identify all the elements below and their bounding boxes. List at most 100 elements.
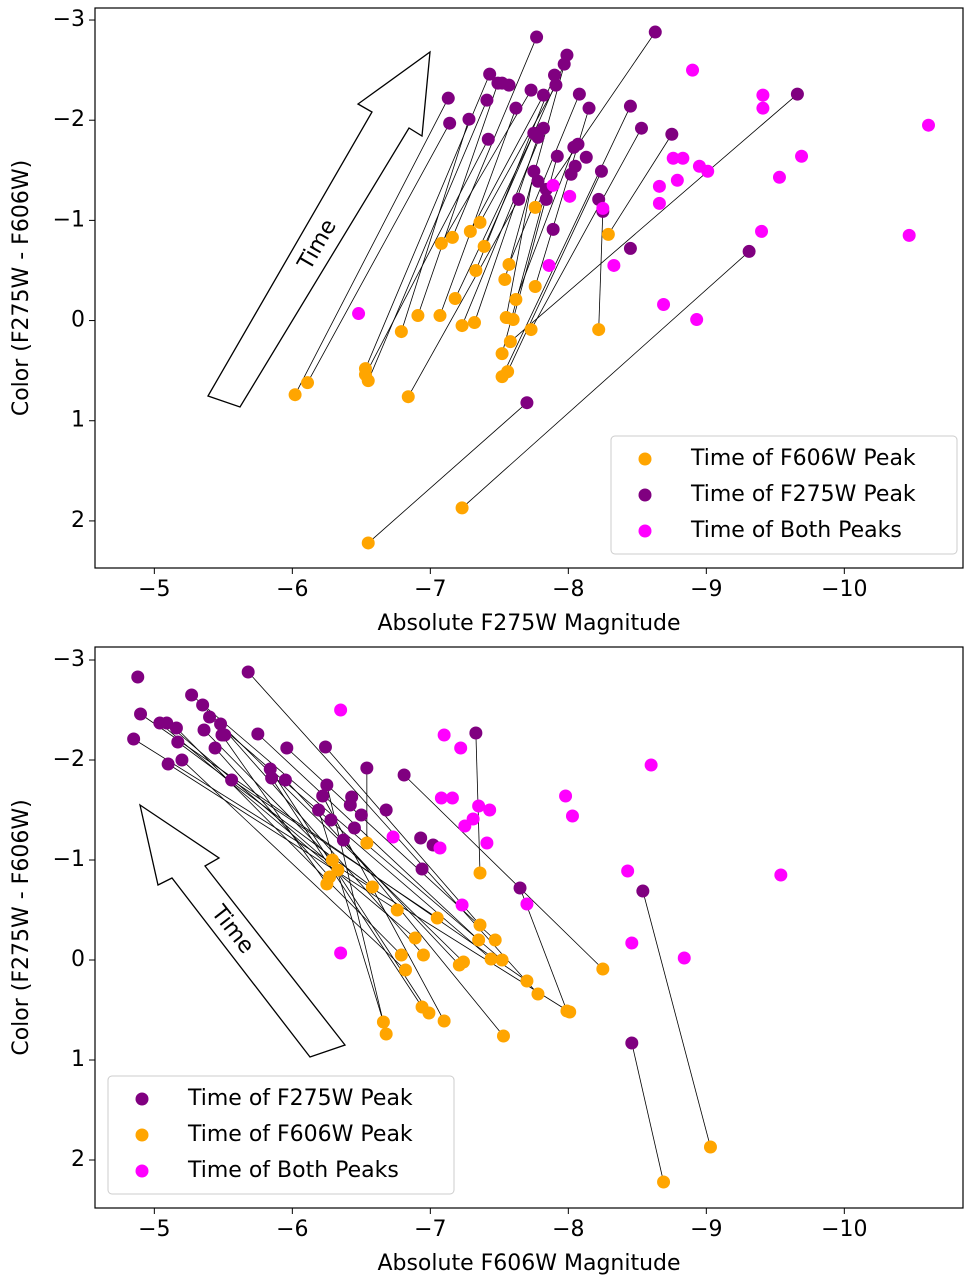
track-line (133, 738, 570, 1013)
track-line (191, 694, 503, 961)
x-axis-label: Absolute F275W Magnitude (377, 611, 680, 636)
track-line (326, 784, 387, 1035)
track-line (534, 108, 590, 287)
point (455, 319, 469, 333)
track-line (452, 36, 537, 238)
y-tick-label: −2 (53, 747, 85, 772)
point (376, 1015, 390, 1029)
point (509, 101, 523, 115)
track-line (209, 716, 492, 960)
point (437, 1014, 451, 1028)
point (756, 101, 770, 115)
point (280, 741, 294, 755)
point (241, 665, 255, 679)
point (530, 30, 544, 44)
point (225, 773, 239, 787)
point (644, 758, 658, 772)
x-tick-label: −7 (414, 577, 446, 602)
point (559, 789, 573, 803)
point (536, 88, 550, 102)
point (434, 791, 448, 805)
point (496, 1029, 510, 1043)
track-line (176, 727, 402, 956)
y-tick-label: −3 (53, 7, 85, 32)
track-line (439, 108, 517, 316)
legend-marker (638, 524, 652, 538)
point (463, 224, 477, 238)
point (563, 189, 577, 203)
point (288, 388, 302, 402)
point (677, 951, 691, 965)
point (434, 236, 448, 250)
point (670, 173, 684, 187)
x-axis-label: Absolute F606W Magnitude (377, 1251, 680, 1276)
track-line (140, 713, 528, 982)
time-arrow (207, 50, 431, 408)
track-line (598, 211, 604, 330)
point (473, 866, 487, 880)
point (506, 313, 520, 327)
y-tick-label: 1 (71, 1047, 85, 1072)
point (502, 257, 516, 271)
legend-marker (135, 1128, 149, 1142)
track-line (167, 763, 398, 911)
point (560, 1004, 574, 1018)
point (171, 735, 185, 749)
y-tick-label: −2 (53, 107, 85, 132)
point (495, 76, 509, 90)
point (509, 293, 523, 307)
point (484, 952, 498, 966)
track-line (461, 251, 750, 509)
track-line (631, 1042, 664, 1183)
time-arrow (139, 803, 347, 1058)
x-tick-label: −10 (821, 1217, 867, 1242)
point (596, 962, 610, 976)
point (498, 272, 512, 286)
point (214, 717, 228, 731)
point (203, 710, 217, 724)
point (352, 307, 366, 321)
point (472, 933, 486, 947)
point (415, 862, 429, 876)
point (379, 1027, 393, 1041)
y-tick-label: −1 (53, 847, 85, 872)
point (445, 230, 459, 244)
point (546, 222, 560, 236)
point (755, 224, 769, 238)
legend-marker (135, 1164, 149, 1178)
track-line (400, 119, 470, 332)
track-line (469, 94, 544, 232)
track-line (642, 890, 711, 1148)
point (467, 316, 481, 330)
point (477, 239, 491, 253)
point (594, 164, 608, 178)
point (596, 201, 610, 215)
y-tick-label: 2 (71, 508, 85, 533)
point (208, 741, 222, 755)
track-line (507, 171, 602, 372)
legend-marker (638, 452, 652, 466)
point (542, 258, 556, 272)
track-line (177, 741, 373, 888)
track-line (367, 402, 528, 544)
point (365, 880, 379, 894)
point (196, 698, 210, 712)
track-line (510, 93, 798, 342)
point (324, 813, 338, 827)
point (520, 396, 534, 410)
point (411, 309, 425, 323)
point (408, 931, 422, 945)
track-line (214, 747, 330, 878)
point (455, 898, 469, 912)
point (774, 868, 788, 882)
track-line (318, 809, 384, 1023)
track-line (483, 63, 565, 247)
point (601, 227, 615, 241)
x-tick-label: −7 (414, 1217, 446, 1242)
point (902, 228, 916, 242)
point (448, 292, 462, 306)
point (625, 1036, 639, 1050)
